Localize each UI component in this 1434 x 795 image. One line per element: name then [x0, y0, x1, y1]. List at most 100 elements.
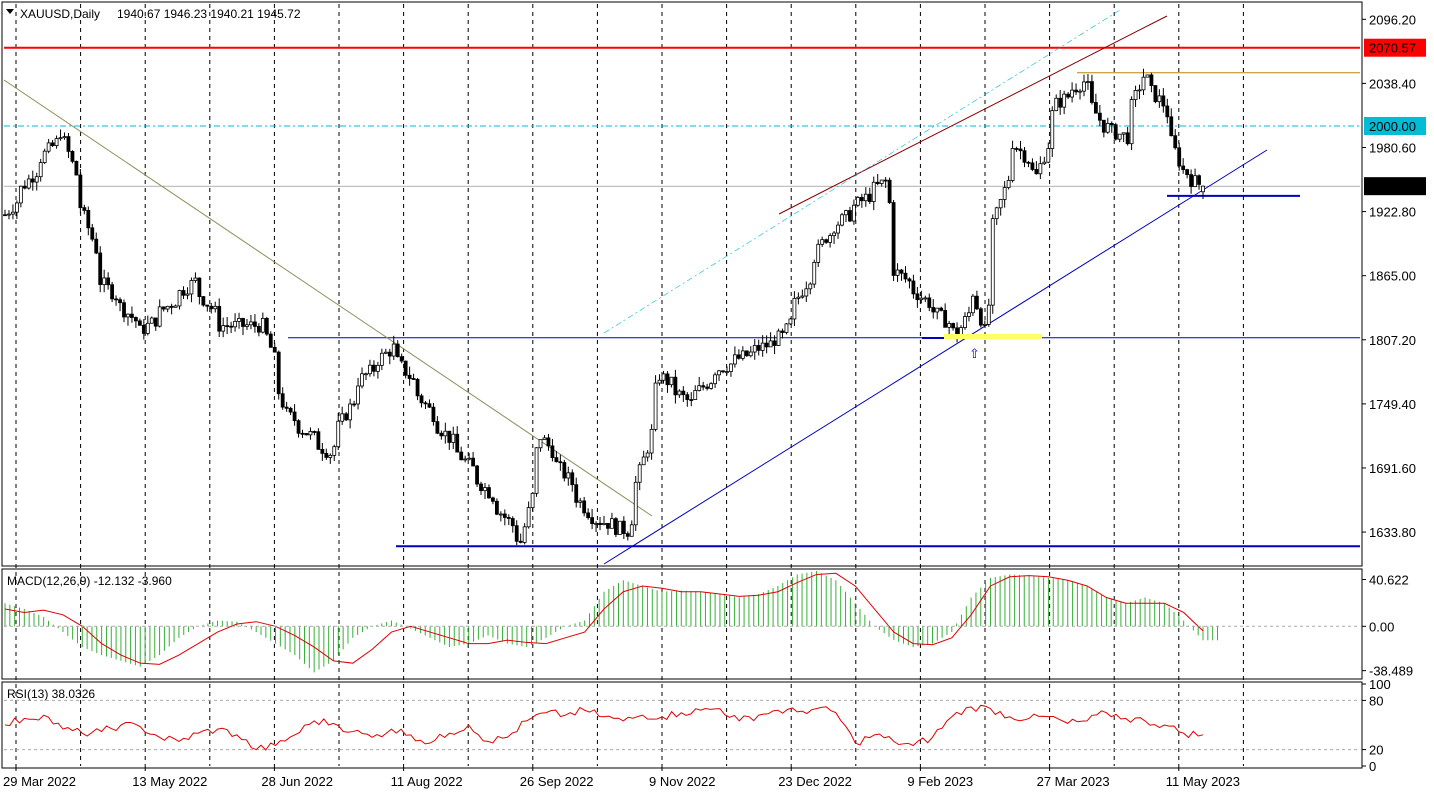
candle-body: [887, 179, 892, 203]
candle-body: [451, 433, 456, 443]
candle-body: [1197, 175, 1201, 185]
candle-body: [812, 261, 817, 285]
grid-lines: [15, 4, 1244, 766]
candle-body: [471, 457, 475, 467]
candle-body: [427, 403, 432, 408]
candle-body: [181, 290, 186, 296]
candle-body: [744, 350, 749, 357]
candle-body: [1062, 93, 1067, 108]
candle-body: [844, 210, 848, 216]
candle-body: [562, 462, 567, 479]
candle-body: [717, 370, 721, 376]
candle-body: [621, 520, 626, 535]
candle-body: [419, 395, 424, 404]
price-axis: 2096.20 2038.40 1980.60 1922.80 1865.00 1807.…: [1362, 12, 1426, 540]
candle-body: [15, 202, 19, 213]
candle-body: [752, 345, 757, 353]
candle-body: [98, 252, 103, 285]
support-highlight-box: [944, 334, 1042, 339]
candle-body: [1109, 123, 1114, 126]
candle-body: [951, 323, 955, 329]
candle-body: [498, 513, 503, 516]
candle-body: [114, 298, 118, 301]
candle-body: [3, 214, 7, 217]
candle-body: [915, 293, 920, 301]
candle-body: [558, 461, 563, 464]
candle-body: [34, 176, 39, 183]
macd-panel[interactable]: [1, 568, 1363, 680]
candle-body: [701, 385, 706, 388]
candle-body: [614, 518, 618, 535]
candle-body: [1086, 81, 1090, 83]
candle-body: [1153, 85, 1158, 103]
candle-body: [58, 137, 63, 140]
candle-body: [288, 407, 293, 413]
collapse-triangle-icon[interactable]: [6, 9, 14, 14]
candle-body: [1010, 148, 1015, 181]
candle-body: [776, 330, 781, 346]
candle-body: [122, 302, 126, 318]
rsi-panel[interactable]: [1, 681, 1363, 769]
candle-body: [538, 439, 543, 449]
candle-body: [891, 202, 896, 276]
candle-body: [90, 227, 95, 240]
candle-body: [685, 394, 690, 400]
channel-mid-line: [603, 9, 1121, 334]
candle-body: [439, 432, 444, 437]
candle-body: [1097, 112, 1102, 121]
candle-body: [1046, 148, 1051, 163]
drawn-lines: [3, 9, 1360, 565]
candle-body: [106, 277, 111, 286]
candle-body: [312, 431, 317, 433]
candle-body: [268, 333, 273, 348]
candle-body: [479, 483, 483, 492]
price-tag-box: [1364, 116, 1426, 135]
candle-body: [475, 465, 479, 485]
candle-body: [578, 500, 583, 503]
candle-body: [149, 317, 154, 324]
candle-body: [713, 374, 717, 385]
candle-body: [340, 413, 345, 422]
candle-body: [836, 224, 840, 234]
rsi-tick-label: 0: [1369, 759, 1376, 774]
candle-body: [971, 295, 975, 314]
candle-body: [42, 150, 47, 164]
candle-body: [602, 522, 606, 525]
price-panel[interactable]: [1, 1, 1363, 567]
candle-body: [963, 316, 967, 329]
candle-body: [308, 431, 313, 436]
candle-body: [780, 330, 785, 333]
candle-body: [328, 454, 333, 458]
time-tick-label: 28 Jun 2022: [261, 774, 333, 789]
price-tag-box: [1364, 38, 1426, 57]
candle-body: [137, 320, 142, 326]
candle-body: [245, 324, 249, 327]
candle-body: [284, 406, 289, 409]
candle-body: [947, 323, 952, 328]
candle-body: [697, 385, 702, 391]
candle-body: [1161, 95, 1166, 107]
price-tick-label: 2038.40: [1369, 76, 1416, 91]
candle-body: [213, 305, 218, 310]
candle-body: [974, 295, 979, 310]
candle-body: [110, 284, 115, 300]
time-tick-label: 11 Aug 2022: [391, 774, 463, 789]
candle-body: [391, 343, 396, 357]
candle-body: [86, 210, 91, 229]
price-tick-label: 1633.80: [1369, 525, 1416, 540]
candle-body: [875, 181, 880, 184]
candle-body: [304, 433, 309, 436]
macd-indicator: 40.622 0.00 -38.489: [4, 571, 1413, 679]
candle-body: [768, 340, 773, 348]
candle-body: [1030, 162, 1035, 170]
candle-body: [939, 307, 944, 311]
candle-body: [1074, 89, 1078, 93]
candle-body: [1026, 161, 1031, 164]
candle-body: [840, 214, 844, 226]
rsi-tick-label: 80: [1369, 693, 1383, 708]
candle-body: [1129, 99, 1134, 145]
rsi-tick-label: 100: [1369, 677, 1391, 692]
candle-body: [145, 322, 150, 334]
candle-body: [994, 207, 999, 220]
